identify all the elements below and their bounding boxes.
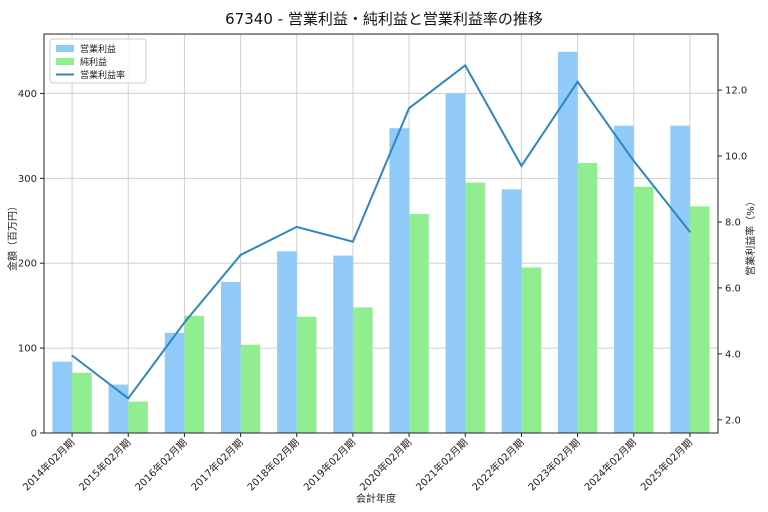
y2-tick-label: 2.0 (725, 415, 741, 426)
x-tick-label: 2017年02月期 (188, 436, 245, 493)
bar-net-profit (128, 401, 148, 433)
x-tick-label: 2021年02月期 (413, 436, 470, 493)
bar-operating-profit (52, 361, 73, 433)
bar-net-profit (72, 372, 92, 433)
bar-operating-profit (445, 93, 466, 433)
x-tick-label: 2023年02月期 (525, 436, 582, 493)
line-operating-margin (71, 63, 691, 400)
x-tick-label: 2016年02月期 (132, 436, 189, 493)
plot-frame (43, 33, 719, 434)
line-point (239, 254, 242, 256)
bar-net-profit (352, 307, 373, 433)
bar-operating-profit (501, 189, 522, 433)
line-point (689, 231, 691, 233)
chart-title: 67340 - 営業利益・純利益と営業利益率の推移 (225, 10, 543, 28)
line-series (71, 63, 691, 400)
line-point (295, 226, 298, 228)
bar-operating-profit (333, 255, 353, 433)
y-tick-label: 0 (31, 429, 37, 440)
legend-label: 営業利益 (80, 43, 116, 55)
x-tick-label: 2018年02月期 (244, 436, 301, 493)
x-tick-label: 2022年02月期 (469, 436, 526, 493)
bar-operating-profit (164, 332, 185, 433)
legend-swatch (56, 45, 74, 52)
bar-net-profit (577, 163, 598, 433)
x-tick-label: 2014年02月期 (20, 436, 77, 493)
line-point (408, 107, 410, 109)
bar-operating-profit (277, 251, 297, 433)
bars (52, 51, 710, 433)
line-point (576, 81, 579, 83)
y-tick-label: 100 (18, 344, 37, 355)
legend-label: 純利益 (80, 56, 107, 68)
y-tick-label: 200 (18, 259, 37, 270)
bar-operating-profit (108, 384, 129, 433)
y-tick-label: 300 (18, 174, 37, 185)
x-tick-label: 2024年02月期 (581, 436, 638, 493)
y2-tick-label: 4.0 (725, 349, 741, 360)
y2-tick-label: 10.0 (725, 152, 747, 163)
line-point (71, 354, 73, 357)
bar-operating-profit (670, 125, 690, 433)
bar-net-profit (409, 213, 429, 433)
line-point (127, 397, 130, 400)
x-tick-label: 2025年02月期 (638, 436, 695, 493)
line-point (464, 64, 467, 67)
x-tick-label: 2020年02月期 (357, 436, 414, 493)
line-point (632, 160, 635, 162)
bar-net-profit (465, 182, 485, 433)
bar-net-profit (689, 206, 710, 433)
line-point (520, 165, 523, 167)
bar-net-profit (240, 344, 261, 433)
bar-net-profit (633, 186, 654, 433)
bar-net-profit (184, 315, 205, 433)
line-point (183, 321, 186, 324)
y-tick-label: 400 (18, 89, 37, 100)
bar-operating-profit (220, 281, 241, 433)
y-axis-label: 金額（百万円） (6, 201, 19, 271)
bar-operating-profit (614, 125, 634, 433)
x-tick-label: 2019年02月期 (301, 436, 358, 493)
bar-operating-profit (389, 128, 410, 433)
bar-net-profit (296, 316, 317, 433)
y2-tick-label: 6.0 (725, 283, 741, 294)
y2-tick-label: 12.0 (725, 86, 747, 97)
y2-axis-label: 営業利益率（%） (744, 196, 757, 276)
legend-swatch (56, 58, 74, 65)
y2-tick-label: 8.0 (725, 217, 741, 228)
x-tick-label: 2015年02月期 (76, 436, 133, 493)
legend-label: 営業利益率 (80, 69, 125, 81)
bar-operating-profit (557, 51, 578, 433)
x-axis-label: 会計年度 (356, 492, 396, 505)
bar-net-profit (521, 267, 542, 433)
line-point (352, 240, 354, 243)
